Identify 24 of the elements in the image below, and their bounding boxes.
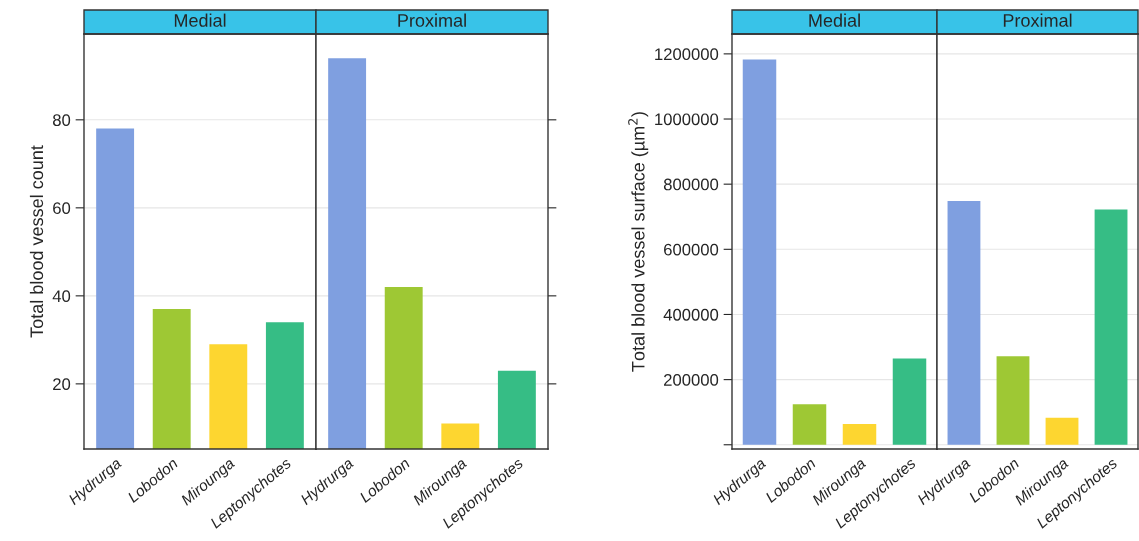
chart-title: Medial — [174, 13, 226, 27]
bar — [842, 423, 877, 445]
bar — [892, 358, 927, 445]
bar — [1045, 417, 1079, 445]
y-tick-label: 400000 — [663, 308, 719, 321]
bar — [792, 404, 827, 445]
y-tick-label: 20 — [53, 378, 71, 391]
y-tick-label: 1200000 — [655, 48, 719, 61]
y-tick-label: 60 — [53, 202, 71, 215]
y-axis-title: Total blood vessel surface (µm$^{2}$) — [628, 112, 649, 372]
bar — [742, 59, 777, 445]
bar — [1094, 209, 1128, 445]
y-tick-label: 1000000 — [655, 113, 719, 126]
y-tick-label: 40 — [52, 290, 71, 303]
y-tick-label: 200000 — [664, 374, 719, 386]
y-tick-label: 80 — [52, 114, 71, 127]
chart-title: Proximal — [1003, 13, 1072, 27]
chart-title: Medial — [809, 13, 860, 27]
bar — [996, 356, 1030, 445]
y-axis-title: Total blood vessel count — [29, 145, 44, 338]
y-tick-label: 800000 — [663, 178, 719, 191]
chart-title: Proximal — [398, 13, 466, 27]
y-tick-label: 600000 — [664, 243, 719, 256]
bar — [947, 201, 981, 445]
